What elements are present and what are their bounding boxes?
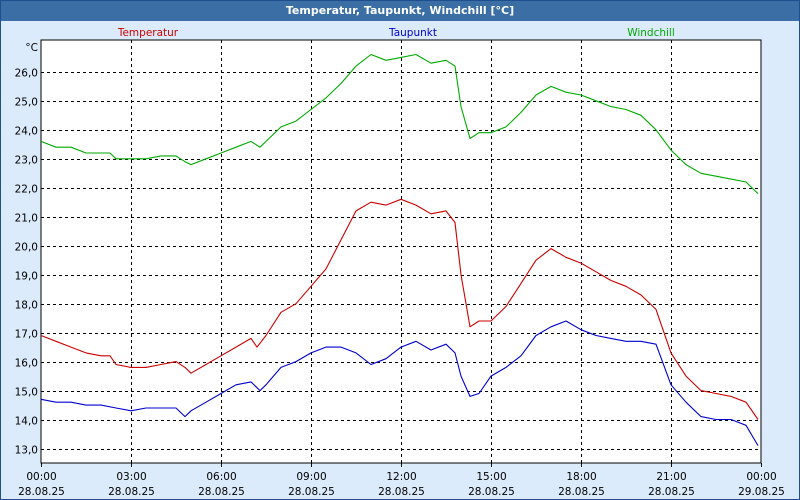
y-tick-label: 16,0 [15, 358, 38, 370]
series-line-windchill [40, 53, 759, 194]
x-tick-label-date: 28.08.25 [558, 486, 605, 498]
y-tick-label: 21,0 [15, 213, 38, 225]
x-tick-label-time: 03:00 [116, 471, 146, 483]
x-tick-label-time: 00:00 [746, 471, 776, 483]
y-tick-label: 26,0 [15, 68, 38, 80]
legend-entry-taupunkt: Taupunkt [388, 27, 437, 39]
legend-entry-windchill: Windchill [627, 27, 675, 39]
x-tick-label-time: 09:00 [296, 471, 326, 483]
legend-entry-temperatur: Temperatur [117, 27, 179, 39]
y-axis-label: °C [25, 42, 38, 54]
y-tick-label: 23,0 [15, 155, 38, 167]
x-tick-label-date: 28.08.25 [378, 486, 425, 498]
series-line-temperatur [40, 198, 759, 420]
x-tick-label-date: 29.08.25 [738, 486, 785, 498]
y-tick-label: 15,0 [15, 387, 38, 399]
y-tick-label: 24,0 [15, 126, 38, 138]
x-tick-label-time: 00:00 [26, 471, 56, 483]
y-tick-label: 17,0 [15, 329, 38, 341]
x-tick-label-date: 28.08.25 [468, 486, 515, 498]
x-tick-label-date: 28.08.25 [108, 486, 155, 498]
y-tick-label: 22,0 [15, 184, 38, 196]
chart-title: Temperatur, Taupunkt, Windchill [°C] [1, 1, 799, 21]
series-line-taupunkt [40, 320, 759, 446]
x-tick-label-time: 18:00 [566, 471, 596, 483]
x-tick-label-time: 15:00 [476, 471, 506, 483]
chart-svg: 13,0 14,0 15,0 16,0 17,0 18,0 19,0 20,0 21,0 22,0… [15, 27, 785, 498]
x-tick-label-date: 28.08.25 [18, 486, 65, 498]
x-tick-label-time: 12:00 [386, 471, 416, 483]
x-tick-label-time: 21:00 [656, 471, 686, 483]
y-tick-label: 13,0 [15, 445, 38, 457]
y-tick-label: 19,0 [15, 271, 38, 283]
x-tick-label-date: 28.08.25 [648, 486, 695, 498]
x-tick-label-time: 06:00 [206, 471, 236, 483]
y-tick-label: 20,0 [15, 242, 38, 254]
x-tick-label-date: 28.08.25 [288, 486, 335, 498]
y-tick-label: 14,0 [15, 416, 38, 428]
y-tick-label: 25,0 [15, 97, 38, 109]
x-tick-label-date: 28.08.25 [198, 486, 245, 498]
y-tick-label: 18,0 [15, 300, 38, 312]
